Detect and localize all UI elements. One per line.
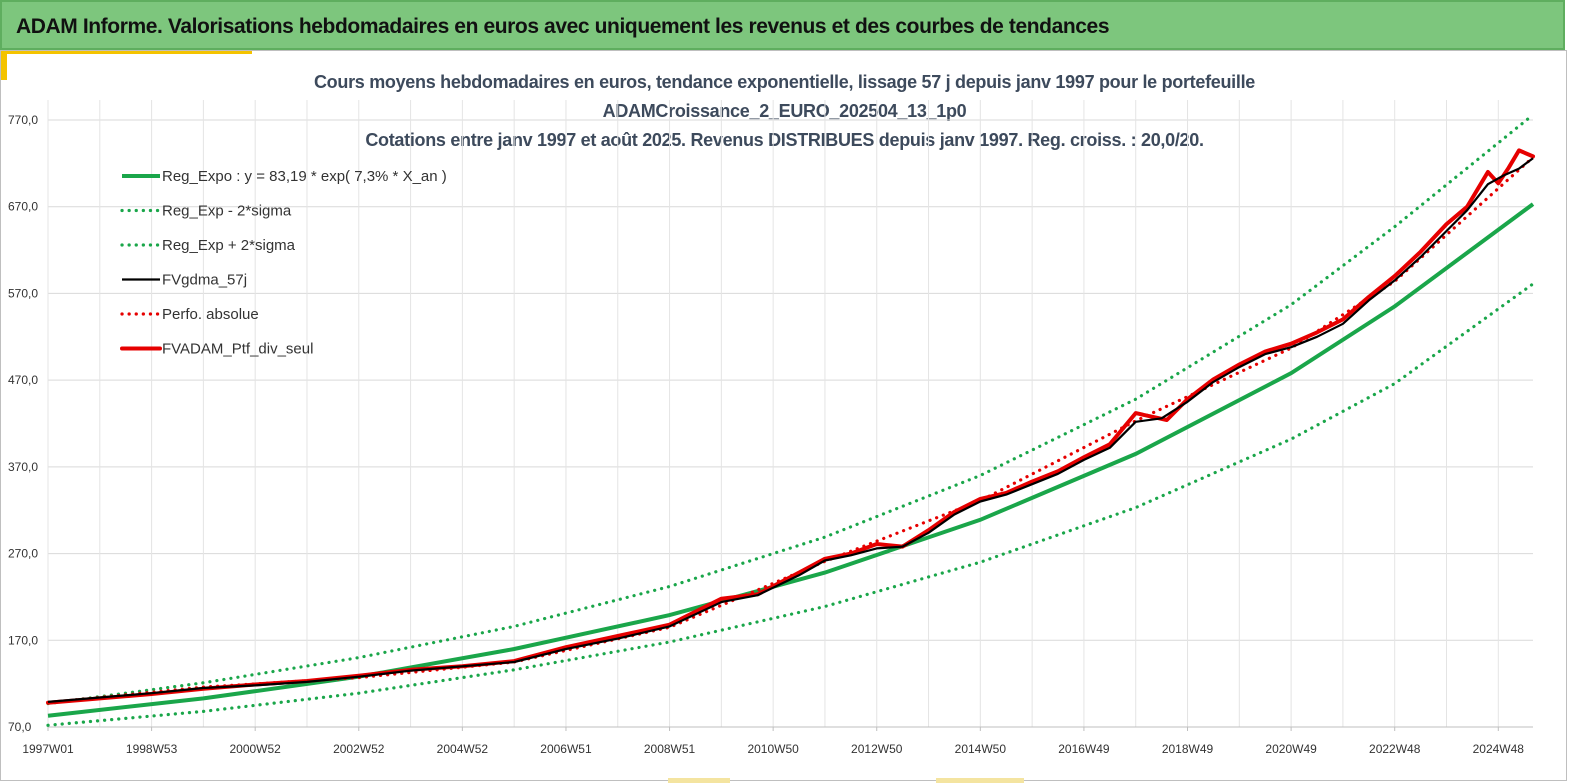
x-tick-label: 2020W49 — [1265, 742, 1317, 756]
chart-grid — [47, 100, 1533, 728]
chart-title-line-1: Cours moyens hebdomadaires en euros, ten… — [313, 72, 1255, 92]
y-tick-label: 170,0 — [8, 633, 38, 647]
x-tick-label: 1998W53 — [126, 742, 178, 756]
x-tick-label: 2008W51 — [644, 742, 696, 756]
legend-label: Reg_Expo : y = 83,19 * exp( 7,3% * X_an … — [162, 168, 447, 185]
legend-label: FVgdma_57j — [162, 272, 247, 289]
x-tick-label: 2006W51 — [540, 742, 592, 756]
x-tick-label: 2002W52 — [333, 742, 385, 756]
x-tick-label: 2014W50 — [955, 742, 1007, 756]
bottom-accent-2 — [936, 778, 1024, 783]
legend-label: Perfo. absolue — [162, 306, 259, 323]
legend-label: Reg_Exp - 2*sigma — [162, 203, 292, 220]
x-tick-label: 1997W01 — [22, 742, 74, 756]
report-header: ADAM Informe. Valorisations hebdomadaire… — [0, 0, 1565, 50]
y-tick-label: 470,0 — [8, 373, 38, 387]
accent-bar-vertical — [0, 50, 7, 80]
y-tick-label: 270,0 — [8, 547, 38, 561]
x-tick-label: 2012W50 — [851, 742, 903, 756]
chart-legend: Reg_Expo : y = 83,19 * exp( 7,3% * X_an … — [120, 168, 447, 358]
accent-bar — [4, 50, 252, 54]
series-line-4 — [47, 157, 1534, 703]
x-tick-label: 2004W52 — [437, 742, 489, 756]
y-tick-label: 670,0 — [8, 200, 38, 214]
chart-title-line-3: Cotations entre janv 1997 et août 2025. … — [365, 130, 1204, 150]
series-line-2 — [46, 282, 1535, 727]
series-line-1 — [47, 202, 1535, 718]
chart-title-line-2: ADAMCroissance_2_EURO_202504_13_1p0 — [602, 101, 967, 121]
x-tick-label: 2000W52 — [229, 742, 281, 756]
legend-label: FVADAM_Ptf_div_seul — [162, 341, 313, 358]
chart-axes: 770,0 670,0 570,0 470,0 370,0 270,0 170,0 70,0 1… — [8, 113, 1533, 756]
series-line-6 — [46, 148, 1535, 705]
report-title: ADAM Informe. Valorisations hebdomadaire… — [16, 15, 1110, 38]
y-tick-label: 570,0 — [8, 286, 38, 300]
x-tick-label: 2016W49 — [1058, 742, 1110, 756]
x-tick-label: 2024W48 — [1473, 742, 1525, 756]
y-tick-label: 770,0 — [8, 113, 38, 127]
bottom-accent-1 — [668, 778, 730, 783]
legend-label: Reg_Exp + 2*sigma — [162, 237, 296, 254]
y-tick-label: 70,0 — [8, 720, 32, 734]
x-tick-label: 2010W50 — [747, 742, 799, 756]
y-tick-label: 370,0 — [8, 460, 38, 474]
series-line-3 — [46, 113, 1535, 706]
chart-series — [46, 113, 1535, 727]
x-tick-label: 2022W48 — [1369, 742, 1421, 756]
x-tick-label: 2018W49 — [1162, 742, 1214, 756]
